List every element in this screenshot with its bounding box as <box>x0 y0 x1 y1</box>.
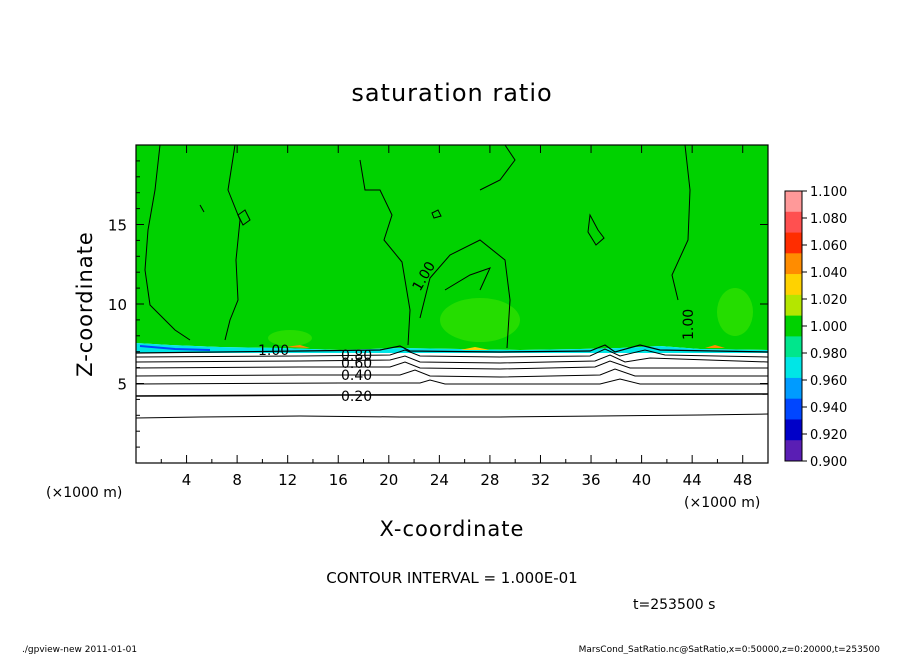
y-axis-label: Z-coordinate <box>73 231 97 377</box>
x-axis-ticks: 4 8 12 16 20 24 28 32 36 40 44 48 <box>160 145 752 489</box>
x-tick-label: 24 <box>430 471 449 489</box>
contour-interval-text: CONTOUR INTERVAL = 1.000E-01 <box>326 569 577 587</box>
contour-label: 0.40 <box>341 368 372 384</box>
chart-title: saturation ratio <box>351 79 552 107</box>
contour-label: 0.60 <box>341 356 372 372</box>
plot-area: 1.00 1.00 1.00 0.80 0.60 0.40 0.20 <box>135 144 769 464</box>
x-tick-label: 12 <box>278 471 297 489</box>
x-tick-label: 8 <box>232 471 242 489</box>
light-green-patch <box>440 298 520 342</box>
contour-label: 1.00 <box>258 343 289 359</box>
colorbar-segment <box>785 398 802 420</box>
y-tick-label: 5 <box>117 376 127 394</box>
x-axis-label: X-coordinate <box>380 517 525 541</box>
colorbar-tick-label: 0.900 <box>810 455 847 470</box>
x-unit-right: (×1000 m) <box>684 495 760 511</box>
x-unit-left: (×1000 m) <box>46 485 122 501</box>
blue-edge <box>139 345 211 351</box>
x-tick-label: 28 <box>480 471 499 489</box>
x-tick-label: 44 <box>683 471 702 489</box>
colorbar: 1.100 1.080 1.060 1.040 1.020 1.000 0.980 0.960… <box>784 185 847 470</box>
colorbar-segment <box>785 336 802 358</box>
x-tick-label: 16 <box>329 471 348 489</box>
x-tick-label: 48 <box>733 471 752 489</box>
colorbar-segment <box>785 211 802 233</box>
colorbar-segment <box>785 274 802 296</box>
upper-contour-lines <box>144 144 691 349</box>
contour-lines <box>135 344 769 419</box>
footer-right: MarsCond_SatRatio.nc@SatRatio,x=0:50000,… <box>579 645 881 654</box>
colorbar-tick-label: 0.940 <box>810 401 847 416</box>
colorbar-segment <box>785 419 802 441</box>
colorbar-segment <box>785 377 802 399</box>
light-green-patch <box>268 330 312 346</box>
contour-label: 1.00 <box>681 309 697 340</box>
footer-left: ./gpview-new 2011-01-01 <box>22 645 137 654</box>
colorbar-tick-label: 1.020 <box>810 293 847 308</box>
colorbar-tick-label: 1.080 <box>810 212 847 227</box>
colorbar-tick-label: 1.000 <box>810 320 847 335</box>
x-tick-label: 40 <box>632 471 651 489</box>
colorbar-tick-label: 1.060 <box>810 239 847 254</box>
green-saturated-region <box>136 145 768 350</box>
colorbar-tick-label: 1.100 <box>810 185 847 200</box>
time-label: t=253500 s <box>633 597 715 613</box>
x-tick-label: 36 <box>581 471 600 489</box>
colorbar-tick-label: 0.960 <box>810 374 847 389</box>
colorbar-segment <box>785 191 802 213</box>
contour-label: 0.20 <box>341 389 372 405</box>
y-tick-label: 10 <box>108 296 127 314</box>
orange-patch <box>705 345 725 348</box>
colorbar-tick-label: 1.040 <box>810 266 847 281</box>
x-tick-label: 32 <box>531 471 550 489</box>
colorbar-segment <box>785 294 802 316</box>
colorbar-segment <box>785 253 802 275</box>
contour-label: 0.80 <box>341 348 372 364</box>
colorbar-segment <box>785 357 802 379</box>
colorbar-segment <box>785 440 802 462</box>
y-tick-label: 15 <box>108 217 127 235</box>
orange-patch <box>285 345 310 348</box>
x-tick-label: 20 <box>379 471 398 489</box>
y-axis-ticks: 5 10 15 <box>108 160 768 448</box>
colorbar-tick-label: 0.920 <box>810 428 847 443</box>
colorbar-tick-label: 0.980 <box>810 347 847 362</box>
orange-patch <box>460 347 490 350</box>
light-green-patch <box>717 288 753 336</box>
x-tick-label: 4 <box>182 471 192 489</box>
colorbar-segment <box>785 315 802 337</box>
colorbar-segment <box>785 232 802 254</box>
